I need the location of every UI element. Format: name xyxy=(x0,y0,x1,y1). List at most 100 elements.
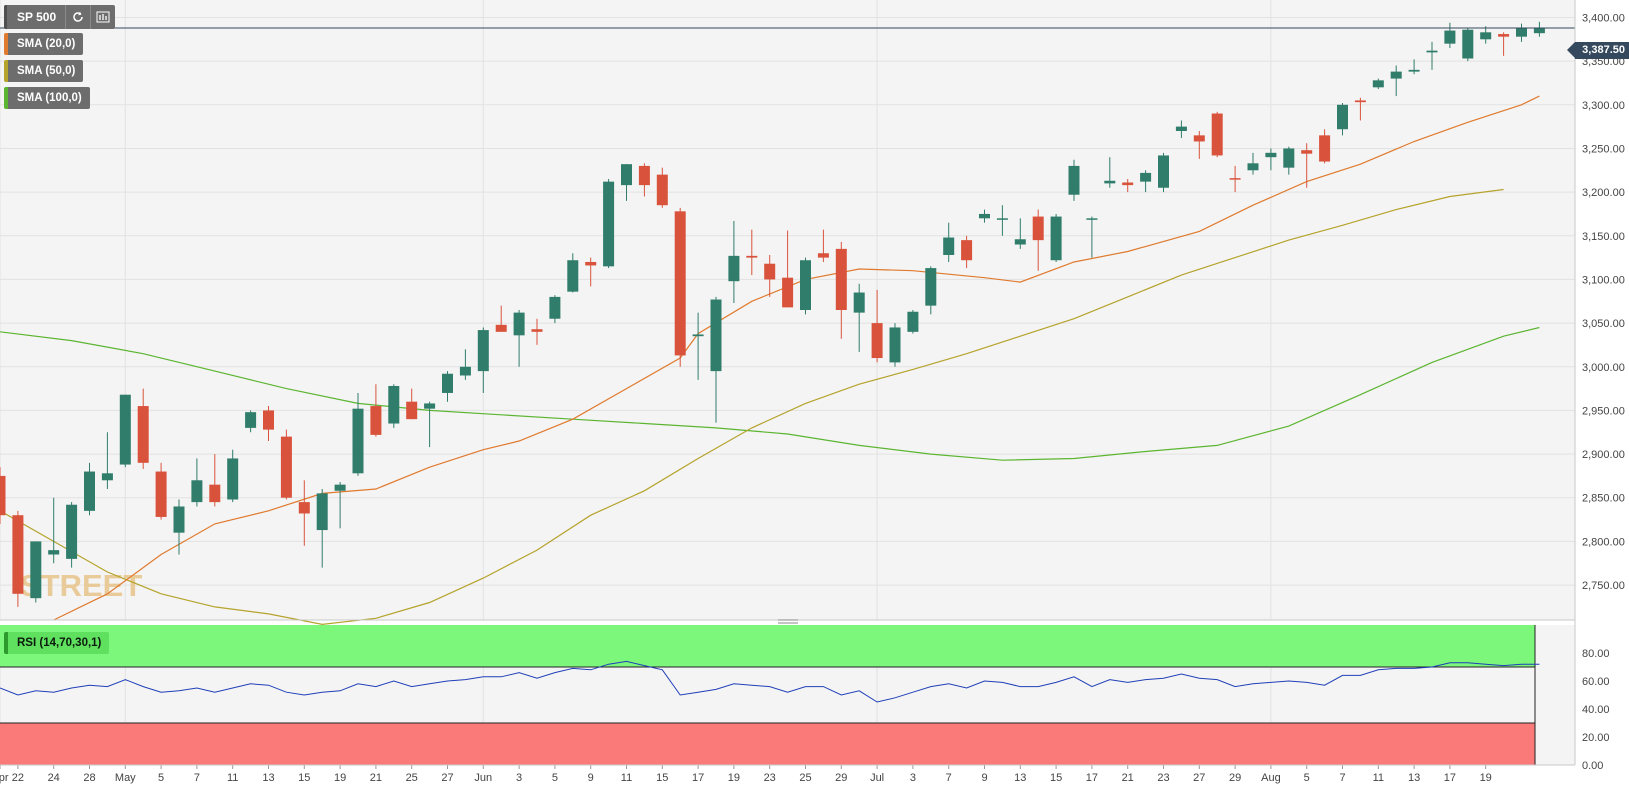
x-tick-label: 24 xyxy=(48,772,60,784)
candle-body xyxy=(495,324,507,332)
candle-body xyxy=(925,268,937,306)
x-tick-label: 7 xyxy=(1339,772,1345,784)
candle-body xyxy=(979,213,990,219)
candle-up xyxy=(316,489,328,568)
candle-body xyxy=(406,401,418,420)
candle-down xyxy=(835,241,847,339)
candle-body xyxy=(549,296,561,319)
x-tick-label: 3 xyxy=(910,772,916,784)
candle-body xyxy=(209,484,221,503)
rsi-label[interactable]: RSI (14,70,30,1) xyxy=(4,632,110,654)
y-tick-label: 3,100.00 xyxy=(1582,274,1625,286)
candle-up xyxy=(459,349,471,380)
candle-up xyxy=(1050,213,1062,262)
candle-up xyxy=(853,283,865,352)
candle-body xyxy=(1086,218,1098,220)
pane-resize-handle[interactable] xyxy=(778,619,798,624)
candle-body xyxy=(1140,172,1152,182)
candle-body xyxy=(459,366,471,376)
candle-body xyxy=(0,475,6,516)
refresh-icon[interactable] xyxy=(65,5,91,29)
y-tick-label: 2,800.00 xyxy=(1582,536,1625,548)
candle-up xyxy=(442,371,453,402)
candle-down xyxy=(1122,179,1134,193)
candle-up xyxy=(1337,103,1348,136)
candle-body xyxy=(1175,126,1187,131)
candle-up xyxy=(567,253,579,293)
candle-up xyxy=(1533,21,1545,37)
candle-up xyxy=(1014,218,1026,249)
candle-body xyxy=(1480,32,1492,40)
candle-body xyxy=(263,410,274,430)
candle-body xyxy=(1372,80,1384,88)
candle-body xyxy=(1516,27,1527,37)
candle-body xyxy=(191,480,203,503)
x-tick-label: 15 xyxy=(1050,772,1062,784)
candle-up xyxy=(621,164,632,201)
candle-up xyxy=(1426,41,1438,70)
candle-up xyxy=(84,462,95,516)
candle-body xyxy=(30,541,42,599)
rsi-tick-label: 80.00 xyxy=(1582,648,1610,660)
x-tick-label: 21 xyxy=(370,772,382,784)
candle-up xyxy=(1516,23,1527,42)
chart-type-icon[interactable] xyxy=(90,5,116,29)
candle-body xyxy=(155,471,167,517)
candle-up xyxy=(424,401,436,448)
candle-down xyxy=(12,510,24,607)
candle-up xyxy=(1265,148,1277,171)
candle-up xyxy=(1480,26,1492,44)
x-tick-label: 17 xyxy=(1444,772,1456,784)
candle-body xyxy=(1122,182,1134,186)
candle-up xyxy=(979,209,990,223)
candle-body xyxy=(585,261,597,266)
candle-up xyxy=(1283,146,1295,175)
candle-body xyxy=(513,312,525,336)
candle-body xyxy=(1354,100,1366,103)
y-tick-label: 3,400.00 xyxy=(1582,12,1625,24)
symbol-selector[interactable]: SP 500 xyxy=(4,5,116,29)
candle-body xyxy=(907,311,919,332)
candle-down xyxy=(531,318,543,345)
candle-down xyxy=(1193,130,1205,159)
candle-down xyxy=(961,235,973,269)
candle-body xyxy=(477,330,489,372)
x-tick-label: May xyxy=(115,772,136,784)
y-tick-label: 3,300.00 xyxy=(1582,100,1625,112)
candle-down xyxy=(137,388,149,469)
last-price-tag: 3,387.50 xyxy=(1567,42,1629,59)
x-tick-label: 3 xyxy=(516,772,522,784)
symbol-label[interactable]: SP 500 xyxy=(4,5,66,29)
candle-body xyxy=(710,299,722,372)
sma100-label[interactable]: SMA (100,0) xyxy=(4,87,90,109)
candle-body xyxy=(370,406,382,435)
sma-layer xyxy=(0,95,1540,626)
candle-body xyxy=(746,255,758,258)
x-tick-label: 13 xyxy=(1408,772,1420,784)
candle-up xyxy=(1408,59,1420,75)
x-tick-label: 29 xyxy=(1229,772,1241,784)
candle-body xyxy=(853,292,865,313)
candle-up xyxy=(245,410,257,433)
candle-body xyxy=(800,260,811,310)
x-tick-label: 11 xyxy=(227,772,238,784)
candle-body xyxy=(84,471,95,511)
rsi-tick-label: 0.00 xyxy=(1582,760,1603,772)
candle-up xyxy=(1068,159,1080,201)
candle-body xyxy=(889,327,901,363)
candle-body xyxy=(1265,152,1277,158)
x-tick-label: 11 xyxy=(1373,772,1384,784)
candle-up xyxy=(513,310,525,367)
sma20-label[interactable]: SMA (20,0) xyxy=(4,33,84,55)
x-tick-label: 27 xyxy=(441,772,453,784)
sma100-line xyxy=(0,326,1540,461)
candle-down xyxy=(209,454,221,507)
sma50-label[interactable]: SMA (50,0) xyxy=(4,60,84,82)
candle-down xyxy=(585,257,597,287)
candle-up xyxy=(173,499,185,555)
x-tick-label: 15 xyxy=(298,772,310,784)
candle-down xyxy=(1032,209,1044,271)
x-tick-label: 19 xyxy=(728,772,740,784)
candle-body xyxy=(692,334,704,337)
